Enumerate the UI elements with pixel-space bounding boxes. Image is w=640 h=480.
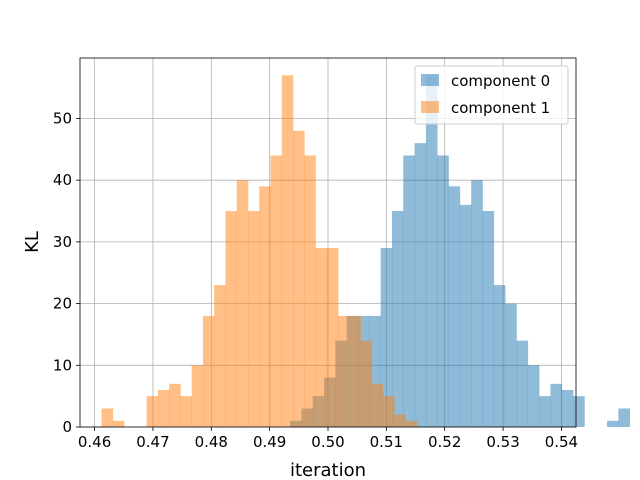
x-tick-label: 0.51 bbox=[370, 433, 403, 451]
histogram-bar-component-1 bbox=[326, 248, 339, 427]
histogram-bar-component-0 bbox=[573, 396, 585, 427]
histogram-bar-component-1 bbox=[191, 365, 204, 427]
histogram-bar-component-0 bbox=[403, 155, 415, 427]
histogram-bar-component-1 bbox=[169, 383, 181, 427]
histogram-bar-component-1 bbox=[202, 315, 215, 427]
y-tick-label: 40 bbox=[53, 171, 72, 189]
histogram-bar-component-1 bbox=[101, 408, 114, 427]
histogram-bar-component-0 bbox=[414, 143, 427, 427]
histogram-bar-component-0 bbox=[380, 248, 393, 427]
histogram-bar-component-0 bbox=[425, 75, 438, 428]
legend-swatch-component-1 bbox=[421, 101, 439, 113]
x-tick-label: 0.49 bbox=[253, 433, 286, 451]
y-tick-label: 10 bbox=[53, 356, 72, 374]
histogram-bar-component-1 bbox=[304, 155, 316, 427]
x-tick-label: 0.48 bbox=[195, 433, 228, 451]
histogram-bar-component-0 bbox=[505, 303, 517, 427]
x-tick-label: 0.50 bbox=[311, 433, 344, 451]
x-tick-label: 0.47 bbox=[136, 433, 169, 451]
histogram-bar-component-1 bbox=[383, 396, 395, 427]
histogram-bar-component-1 bbox=[281, 75, 294, 428]
histogram-bar-component-1 bbox=[214, 285, 226, 427]
x-axis-label: iteration bbox=[290, 460, 366, 480]
histogram-bar-component-0 bbox=[493, 285, 506, 427]
legend-label-component-0: component 0 bbox=[451, 72, 550, 90]
histogram-bar-component-0 bbox=[539, 396, 551, 427]
histogram-bar-component-0 bbox=[471, 180, 483, 427]
histogram-bar-component-1 bbox=[338, 315, 350, 427]
histogram-bar-component-1 bbox=[157, 389, 170, 427]
histogram-bar-component-0 bbox=[459, 204, 472, 427]
x-tick-label: 0.52 bbox=[428, 433, 461, 451]
histogram-bar-component-0 bbox=[516, 340, 529, 427]
histogram-bar-component-0 bbox=[437, 155, 449, 427]
x-tick-label: 0.53 bbox=[486, 433, 519, 451]
histogram-bar-component-1 bbox=[180, 396, 192, 427]
x-tick-label: 0.54 bbox=[545, 433, 578, 451]
histogram-bar-component-1 bbox=[405, 420, 418, 427]
y-tick-label: 30 bbox=[53, 233, 72, 251]
legend: component 0 component 1 bbox=[414, 65, 569, 125]
legend-label-component-1: component 1 bbox=[451, 99, 550, 117]
histogram-bar-component-0 bbox=[527, 365, 540, 427]
axis-ticks: 0.46 0.47 0.48 0.49 0.50 0.51 0.52 0.53 0.54 0 10 2… bbox=[53, 109, 578, 451]
histogram-bar-component-1 bbox=[360, 340, 373, 427]
x-tick-label: 0.46 bbox=[78, 433, 111, 451]
histogram-bar-component-0 bbox=[391, 211, 404, 427]
histogram-bar-component-0 bbox=[550, 383, 563, 427]
y-tick-label: 20 bbox=[53, 295, 72, 313]
histogram-bar-component-1 bbox=[293, 130, 305, 427]
histogram-bar-component-0 bbox=[482, 211, 495, 427]
histogram-bar-component-0 bbox=[369, 315, 381, 427]
histogram-bar-component-1 bbox=[225, 211, 238, 427]
legend-box bbox=[414, 65, 569, 125]
histogram-bar-component-1 bbox=[394, 414, 406, 427]
histogram-bar-component-0 bbox=[448, 186, 461, 427]
histogram-bar-component-1 bbox=[236, 180, 249, 427]
histogram-bar-component-1 bbox=[349, 315, 361, 427]
histogram-bar-component-1 bbox=[112, 420, 125, 427]
histogram-bar-component-1 bbox=[371, 383, 384, 427]
histogram-bars bbox=[101, 75, 630, 428]
histogram-bar-component-1 bbox=[247, 211, 260, 427]
y-tick-label: 50 bbox=[53, 109, 72, 127]
histogram-bar-component-0 bbox=[607, 420, 619, 427]
histogram-bar-component-1 bbox=[146, 396, 159, 427]
histogram-bar-component-0 bbox=[618, 408, 630, 427]
histogram-bar-component-1 bbox=[270, 155, 283, 427]
y-tick-label: 0 bbox=[62, 418, 72, 436]
legend-swatch-component-0 bbox=[421, 74, 439, 86]
y-axis-label: KL bbox=[22, 231, 43, 253]
histogram-bar-component-1 bbox=[259, 186, 271, 427]
histogram-bar-component-1 bbox=[315, 248, 328, 427]
histogram-bar-component-0 bbox=[561, 389, 574, 427]
